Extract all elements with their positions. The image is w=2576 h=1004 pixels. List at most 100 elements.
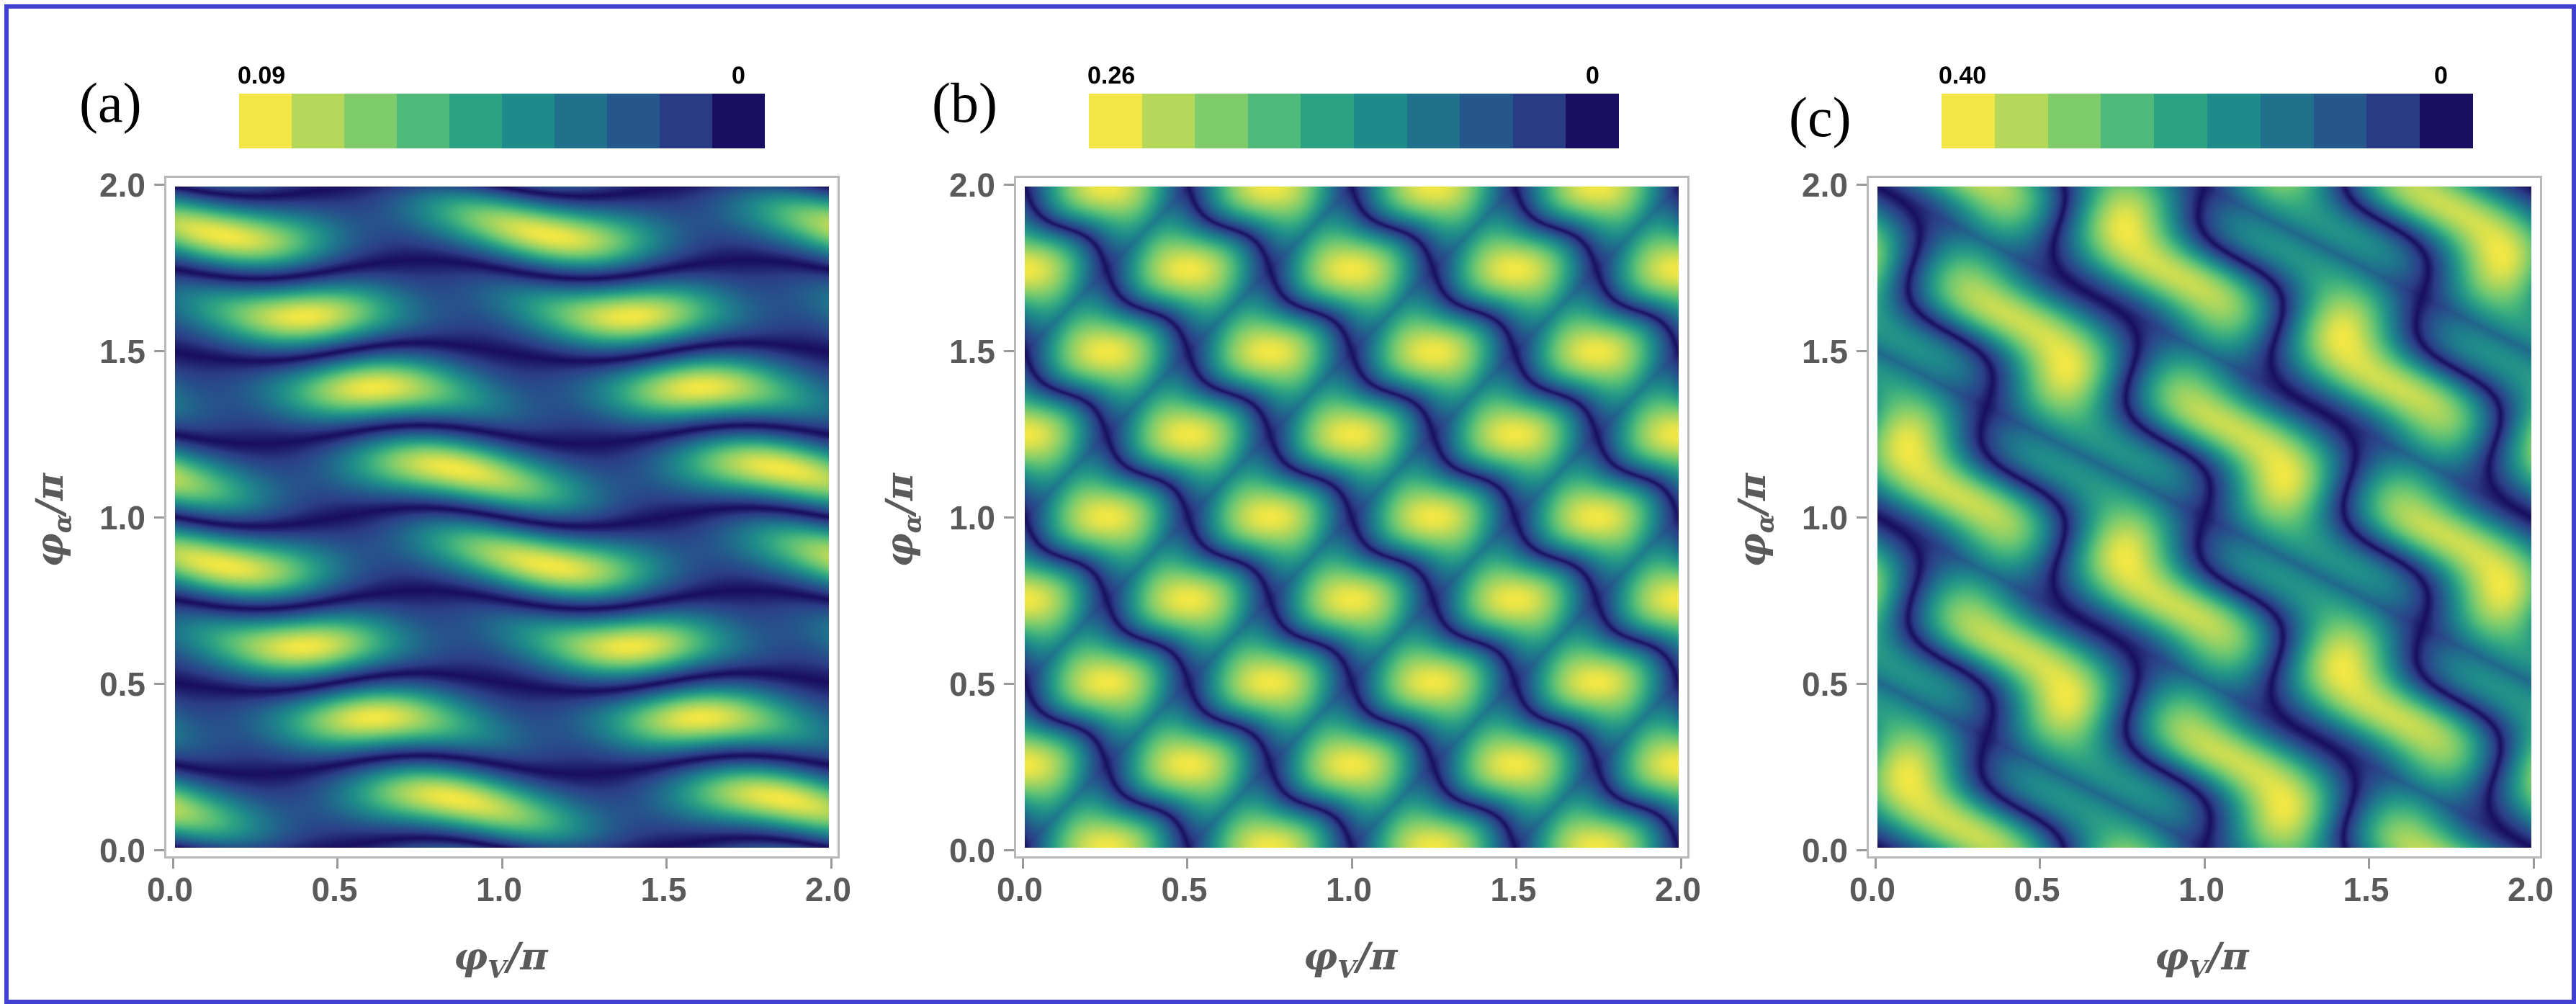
colorbar-segment: [555, 94, 607, 148]
plot-area: [164, 176, 840, 859]
colorbar-segment: [1353, 94, 1407, 148]
x-tick: [1350, 859, 1353, 869]
y-tick: [1004, 848, 1014, 851]
x-tick: [2368, 859, 2370, 869]
colorbar-segment: [2154, 94, 2207, 148]
colorbar-segment: [344, 94, 397, 148]
y-tick-label: 1.0: [99, 499, 145, 537]
x-tick: [830, 859, 833, 869]
y-tick-label: 2.0: [949, 166, 995, 204]
x-tick-label: 0.0: [997, 871, 1043, 908]
x-tick-label: 2.0: [1655, 871, 1701, 908]
colorbar-max-label: 0.40: [1939, 62, 1987, 89]
colorbar-max-label: 0.26: [1087, 62, 1136, 89]
x-axis-symbol: φ: [1303, 935, 1338, 979]
x-tick: [501, 859, 503, 869]
y-axis-symbol: φ: [27, 533, 72, 568]
colorbar-segment: [1406, 94, 1460, 148]
y-axis-symbol: φ: [877, 533, 922, 568]
panel-label: (a): [79, 71, 142, 134]
x-axis-label: φV/π: [1303, 935, 1398, 984]
y-tick-label: 1.0: [949, 499, 995, 537]
colorbar: [1089, 94, 1619, 148]
y-tick: [154, 682, 164, 685]
x-axis-label: φV/π: [2155, 935, 2249, 984]
y-tick-label: 0.0: [1802, 832, 1848, 869]
x-tick-label: 1.0: [2178, 871, 2225, 908]
colorbar-segment: [2101, 94, 2155, 148]
x-axis-symbol: φ: [2155, 935, 2189, 979]
x-tick-label: 0.0: [147, 871, 193, 908]
colorbar-segment: [449, 94, 502, 148]
x-tick-label: 1.5: [2343, 871, 2389, 908]
panel-label: (c): [1789, 86, 1852, 148]
x-tick: [665, 859, 668, 869]
y-tick-label: 1.0: [1802, 499, 1848, 537]
heatmap-image: [1877, 187, 2531, 848]
y-tick-label: 2.0: [99, 166, 145, 204]
colorbar-min-label: 0: [732, 62, 745, 89]
colorbar-segment: [660, 94, 712, 148]
y-axis-suffix: /π: [1730, 473, 1774, 515]
colorbar-segment: [1301, 94, 1354, 148]
x-tick: [2203, 859, 2206, 869]
plot-area: [1867, 176, 2542, 859]
colorbar-max-label: 0.09: [238, 62, 286, 89]
colorbar-segment: [1141, 94, 1195, 148]
y-tick-label: 1.5: [1802, 333, 1848, 370]
y-tick: [1004, 183, 1014, 186]
x-tick: [1874, 859, 1877, 869]
x-tick-label: 0.0: [1849, 871, 1895, 908]
x-tick: [1679, 859, 1682, 869]
x-tick: [1186, 859, 1188, 869]
y-tick-label: 0.0: [99, 832, 145, 869]
colorbar-segment: [1089, 94, 1142, 148]
x-axis-subscript: V: [1337, 955, 1357, 985]
y-tick-label: 0.5: [99, 665, 145, 703]
colorbar: [1942, 94, 2473, 148]
colorbar-segment: [2366, 94, 2420, 148]
y-tick: [1857, 349, 1867, 352]
x-tick-label: 1.5: [1490, 871, 1537, 908]
y-axis-label: φα/π: [28, 473, 77, 567]
y-tick: [1004, 349, 1014, 352]
colorbar-min-label: 0: [2434, 62, 2448, 89]
plot-area: [1014, 176, 1689, 859]
x-tick-label: 0.5: [2014, 871, 2060, 908]
colorbar-segment: [1247, 94, 1301, 148]
colorbar-segment: [1994, 94, 2048, 148]
y-axis-label: φα/π: [878, 473, 927, 567]
x-axis-subscript: V: [2189, 955, 2208, 985]
colorbar-segment: [1460, 94, 1513, 148]
y-tick: [154, 516, 164, 519]
x-axis-suffix: /π: [1356, 935, 1398, 979]
y-tick-label: 0.5: [949, 665, 995, 703]
colorbar-segment: [2260, 94, 2314, 148]
y-tick: [154, 349, 164, 352]
colorbar-segment: [1942, 94, 1995, 148]
x-tick-label: 2.0: [2508, 871, 2554, 908]
y-axis-suffix: /π: [877, 473, 922, 515]
x-axis-suffix: /π: [506, 935, 548, 979]
heatmap-image: [1025, 187, 1679, 848]
colorbar-segment: [397, 94, 449, 148]
y-axis-subscript: α: [48, 514, 78, 534]
x-tick: [2039, 859, 2041, 869]
figure-frame: (a) 0.09 0 0.0 0.5 1.0 1.5 2.0 0.0 0.5 1.0 1.5 2.…: [4, 4, 2576, 1004]
colorbar-segment: [239, 94, 292, 148]
colorbar-segment: [1566, 94, 1619, 148]
y-tick: [1857, 682, 1867, 685]
x-tick-label: 2.0: [805, 871, 851, 908]
colorbar-segment: [292, 94, 344, 148]
colorbar-segment: [2047, 94, 2101, 148]
x-tick-label: 1.5: [640, 871, 687, 908]
y-axis-suffix: /π: [27, 473, 72, 515]
colorbar-segment: [607, 94, 660, 148]
x-tick: [1021, 859, 1024, 869]
heatmap-image: [175, 187, 829, 848]
x-tick: [336, 859, 338, 869]
colorbar-segment: [1512, 94, 1566, 148]
colorbar-segment: [2207, 94, 2261, 148]
x-tick-label: 1.0: [476, 871, 522, 908]
x-tick-label: 1.0: [1326, 871, 1372, 908]
